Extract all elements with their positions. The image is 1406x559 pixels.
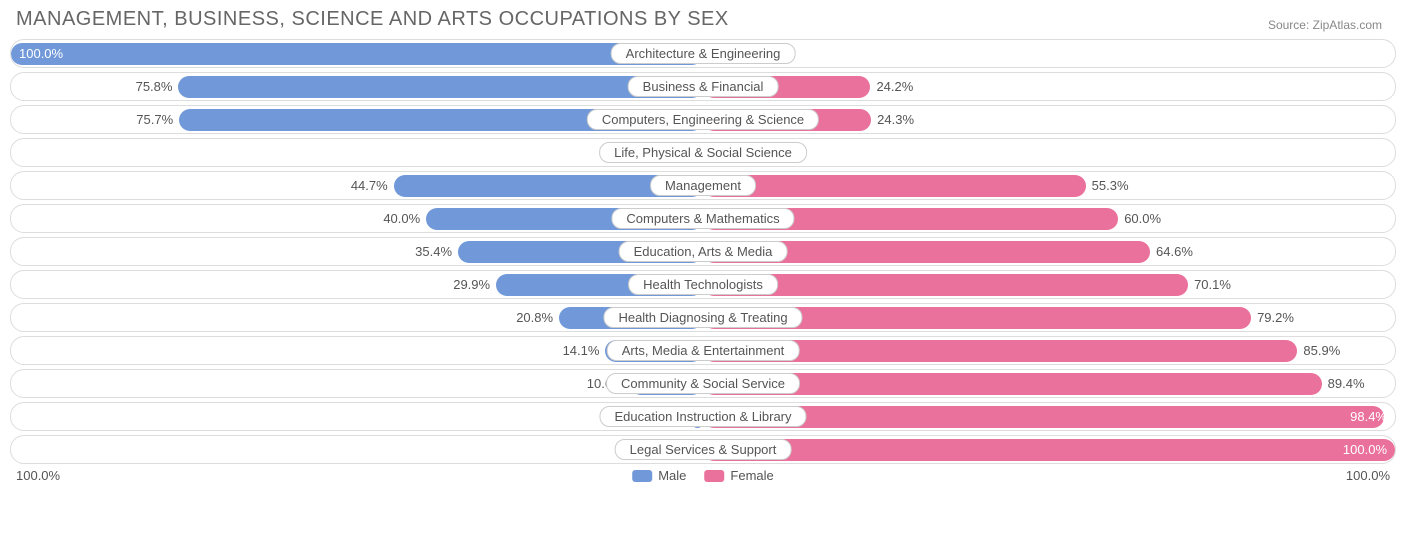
chart-row: 40.0% 60.0% Computers & Mathematics [10,204,1396,233]
chart-row: 0.0%0.0%Life, Physical & Social Science [10,138,1396,167]
chart-row: 20.8% 79.2% Health Diagnosing & Treating [10,303,1396,332]
chart-title: MANAGEMENT, BUSINESS, SCIENCE AND ARTS O… [10,8,729,30]
legend-label-female: Female [730,468,773,483]
male-value-label: 29.9% [453,271,490,299]
category-label: Computers, Engineering & Science [587,109,819,130]
legend-item-male: Male [632,468,686,483]
chart-legend: Male Female [632,468,774,483]
female-value-label: 85.9% [1303,337,1340,365]
chart-header: MANAGEMENT, BUSINESS, SCIENCE AND ARTS O… [10,8,1396,31]
category-label: Legal Services & Support [615,439,792,460]
male-value-label: 40.0% [383,205,420,233]
source-prefix: Source: [1268,18,1313,32]
chart-footer: 100.0% Male Female 100.0% [10,468,1396,488]
male-value-label: 14.1% [563,337,600,365]
chart-row: 75.8% 24.2% Business & Financial [10,72,1396,101]
male-value-label: 35.4% [415,238,452,266]
category-label: Health Technologists [628,274,778,295]
chart-row: 0.0%100.0%Legal Services & Support [10,435,1396,464]
category-label: Architecture & Engineering [611,43,796,64]
category-label: Computers & Mathematics [611,208,794,229]
category-label: Business & Financial [628,76,779,97]
female-value-label: 60.0% [1124,205,1161,233]
chart-source: Source: ZipAtlas.com [1268,18,1382,32]
axis-label-right: 100.0% [1346,468,1390,483]
legend-label-male: Male [658,468,686,483]
category-label: Life, Physical & Social Science [599,142,807,163]
legend-swatch-male [632,470,652,482]
chart-row: 14.1% 85.9% Arts, Media & Entertainment [10,336,1396,365]
female-bar [703,175,1086,197]
male-value-label: 20.8% [516,304,553,332]
male-bar [11,43,703,65]
occupations-by-sex-chart: MANAGEMENT, BUSINESS, SCIENCE AND ARTS O… [0,0,1406,494]
male-bar [178,76,703,98]
female-value-label: 24.2% [876,73,913,101]
category-label: Health Diagnosing & Treating [603,307,802,328]
category-label: Education, Arts & Media [619,241,788,262]
chart-row: 10.6%89.4%Community & Social Service [10,369,1396,398]
category-label: Education Instruction & Library [599,406,806,427]
chart-rows: 100.0%0.0%Architecture & Engineering 75.8… [10,39,1396,464]
chart-row: 44.7% 55.3% Management [10,171,1396,200]
female-value-label: 98.4% [1350,403,1387,431]
female-value-label: 100.0% [1343,436,1387,464]
chart-row: 100.0%0.0%Architecture & Engineering [10,39,1396,68]
male-value-label: 75.8% [136,73,173,101]
male-value-label: 44.7% [351,172,388,200]
axis-label-left: 100.0% [16,468,60,483]
female-value-label: 70.1% [1194,271,1231,299]
chart-row: 35.4% 64.6% Education, Arts & Media [10,237,1396,266]
female-value-label: 64.6% [1156,238,1193,266]
chart-row: 29.9% 70.1% Health Technologists [10,270,1396,299]
male-value-label: 100.0% [19,40,63,68]
female-value-label: 24.3% [877,106,914,134]
female-bar [703,439,1395,461]
chart-row: 1.6%98.4%Education Instruction & Library [10,402,1396,431]
category-label: Community & Social Service [606,373,800,394]
legend-swatch-female [704,470,724,482]
category-label: Arts, Media & Entertainment [607,340,800,361]
chart-row: 75.7% 24.3% Computers, Engineering & Scien… [10,105,1396,134]
female-value-label: 55.3% [1092,172,1129,200]
source-name[interactable]: ZipAtlas.com [1313,18,1382,32]
category-label: Management [650,175,756,196]
female-value-label: 79.2% [1257,304,1294,332]
female-value-label: 89.4% [1328,370,1365,398]
male-value-label: 75.7% [136,106,173,134]
legend-item-female: Female [704,468,773,483]
